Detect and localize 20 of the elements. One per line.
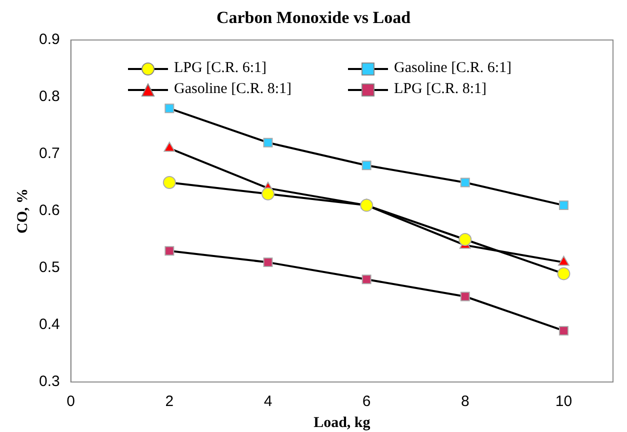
- legend-label: LPG [C.R. 6:1]: [174, 60, 267, 77]
- legend-label: Gasoline [C.R. 8:1]: [174, 81, 292, 98]
- x-tick-label: 10: [555, 393, 572, 410]
- chart-title: Carbon Monoxide vs Load: [215, 8, 412, 28]
- y-tick-label: 0.3: [38, 373, 60, 390]
- legend-label: LPG [C.R. 8:1]: [394, 81, 487, 98]
- x-tick-label: 2: [165, 393, 174, 410]
- legend-label: Gasoline [C.R. 6:1]: [394, 60, 512, 77]
- x-tick-label: 6: [362, 393, 371, 410]
- y-tick-label: 0.6: [38, 202, 60, 220]
- y-tick-label: 0.7: [38, 145, 60, 162]
- x-axis-title: Load, kg: [314, 414, 371, 431]
- x-tick-label: 4: [264, 393, 272, 410]
- y-tick-label: 0.8: [38, 88, 60, 106]
- x-tick-label: 0: [66, 393, 76, 410]
- y-tick-label: 0.4: [38, 316, 60, 334]
- y-tick-label: 0.5: [38, 259, 60, 276]
- x-tick-label: 8: [460, 393, 470, 410]
- y-tick-label: 0.9: [38, 31, 60, 48]
- y-axis-title: CO, %: [14, 188, 31, 234]
